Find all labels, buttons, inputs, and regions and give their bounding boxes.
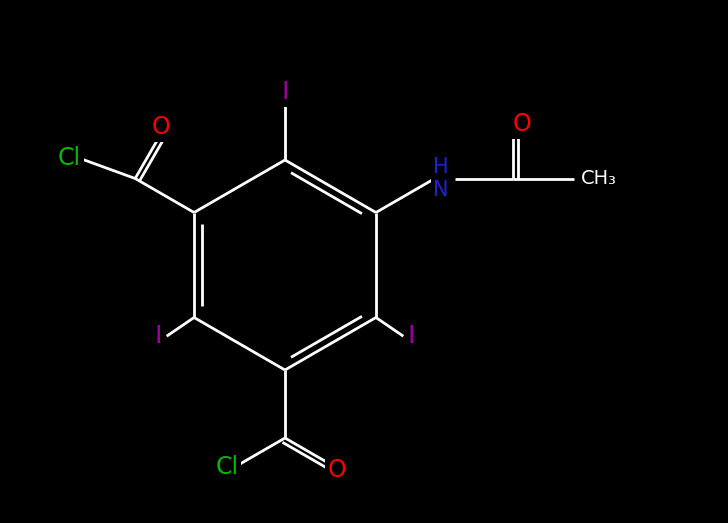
Text: I: I [281, 80, 289, 104]
Text: Cl: Cl [58, 145, 82, 169]
Text: O: O [151, 116, 170, 139]
Text: I: I [155, 324, 162, 348]
Text: CH₃: CH₃ [581, 169, 617, 188]
Text: O: O [513, 112, 531, 136]
Text: O: O [328, 458, 347, 482]
Text: Cl: Cl [215, 455, 239, 479]
Text: H
N: H N [433, 157, 448, 200]
Text: I: I [408, 324, 415, 348]
